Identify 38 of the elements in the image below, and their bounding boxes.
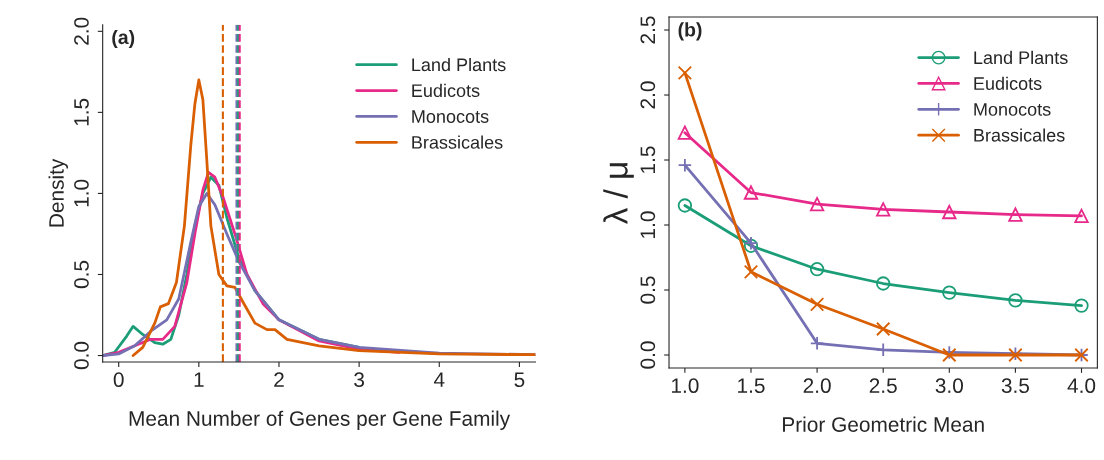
y-tick-label: 0.0 (74, 341, 89, 370)
x-tick-label: 4.0 (1067, 378, 1096, 394)
legend-label: Brassicales (412, 135, 503, 149)
legend-label: Eudicots (974, 76, 1042, 90)
y-tick-label: 0.0 (640, 341, 656, 369)
x-tick-label: 3 (354, 372, 365, 388)
x-tick-label: 2.0 (803, 378, 831, 394)
x-tick-label: 2 (274, 372, 284, 387)
legend-label: Eudicots (412, 83, 480, 98)
y-tick-label: 0.5 (640, 276, 656, 304)
annotation: (b) (678, 22, 702, 41)
y-axis-title: λ / μ (603, 163, 634, 225)
x-axis-title: Mean Number of Genes per Gene Family (129, 410, 511, 431)
x-tick-label: 1 (194, 372, 204, 387)
y-tick-label: 1.0 (640, 211, 656, 238)
y-tick-label: 2.0 (640, 81, 656, 109)
x-tick-label: 4 (433, 372, 445, 387)
x-tick-label: 1.5 (738, 378, 765, 394)
y-tick-label: 2.0 (74, 17, 89, 45)
x-tick-label: 0 (113, 372, 124, 388)
legend-label: Monocots (412, 110, 489, 123)
x-tick-label: 2.5 (869, 378, 897, 394)
annotation: (a) (112, 29, 135, 49)
legend-label: Monocots (974, 103, 1051, 116)
y-axis-title: Density (48, 158, 68, 227)
y-tick-label: 1.5 (74, 98, 89, 126)
legend-label: Brassicales (974, 128, 1065, 142)
legend-label: Land Plants (412, 57, 506, 72)
x-axis-title: Prior Geometric Mean (783, 416, 984, 432)
y-tick-label: 2.5 (640, 16, 656, 44)
y-tick-label: 1.0 (74, 179, 89, 207)
y-tick-label: 1.5 (640, 146, 656, 173)
x-tick-label: 5 (514, 372, 525, 388)
x-tick-label: 1.0 (672, 378, 699, 394)
y-tick-label: 0.5 (74, 260, 89, 289)
x-tick-label: 3.5 (1001, 378, 1030, 394)
legend-label: Land Plants (974, 50, 1068, 65)
x-tick-label: 3.0 (935, 378, 963, 394)
